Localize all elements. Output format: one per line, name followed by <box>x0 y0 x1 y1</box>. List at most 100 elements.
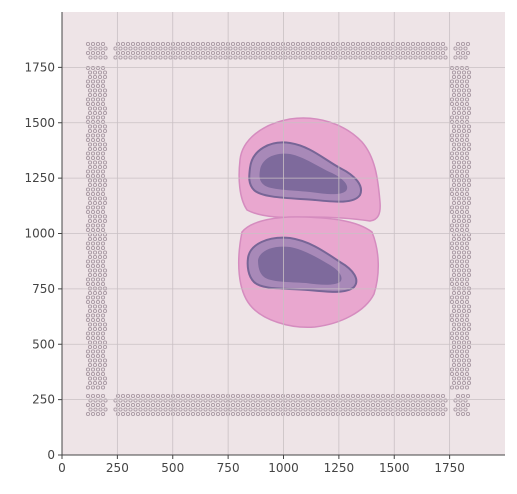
fiducial-spot <box>95 83 101 89</box>
fiducial-spot <box>353 407 358 412</box>
fiducial-spot <box>85 50 91 56</box>
fiducial-spot <box>456 200 462 206</box>
fiducial-spot <box>461 110 467 116</box>
fiducial-spot <box>85 205 91 210</box>
fiducial-spot <box>95 209 101 215</box>
fiducial-spot <box>433 398 438 403</box>
fiducial-spot <box>90 281 96 287</box>
fiducial-spot <box>92 322 98 327</box>
fiducial-spot <box>303 46 308 51</box>
fiducial-spot <box>103 407 108 412</box>
fiducial-spot <box>100 295 106 300</box>
fiducial-spot <box>155 50 161 56</box>
fiducial-spot <box>85 241 91 246</box>
fiducial-spot <box>98 46 103 51</box>
fiducial-spot <box>459 169 465 174</box>
fiducial-spot <box>451 254 457 260</box>
fiducial-spot <box>115 393 121 399</box>
fiducial-spot <box>97 142 103 147</box>
fiducial-spot <box>223 407 228 412</box>
fiducial-spot <box>95 281 101 287</box>
fiducial-spot <box>95 97 101 102</box>
fiducial-spot <box>323 55 328 60</box>
fiducial-spot <box>415 41 421 47</box>
x-tick-label: 1750 <box>434 461 465 475</box>
fiducial-spot <box>375 393 381 399</box>
fiducial-spot <box>87 88 93 93</box>
fiducial-spot <box>100 119 106 125</box>
fiducial-spot <box>120 411 126 417</box>
fiducial-spot <box>160 411 166 417</box>
fiducial-spot <box>435 402 441 408</box>
fiducial-spot <box>353 46 358 51</box>
fiducial-spot <box>102 344 108 350</box>
fiducial-spot <box>454 317 460 323</box>
fiducial-spot <box>173 398 178 403</box>
fiducial-spot <box>90 187 96 192</box>
fiducial-spot <box>461 74 467 80</box>
fiducial-spot <box>280 41 286 47</box>
fiducial-spot <box>358 398 363 403</box>
fiducial-spot <box>275 50 281 56</box>
fiducial-spot <box>97 110 103 116</box>
y-tick-label: 250 <box>32 393 55 407</box>
fiducial-spot <box>92 182 98 188</box>
fiducial-spot <box>103 55 108 60</box>
fiducial-spot <box>280 411 286 417</box>
fiducial-spot <box>456 254 462 260</box>
fiducial-spot <box>240 411 246 417</box>
fiducial-spot <box>466 380 472 386</box>
fiducial-spot <box>385 411 391 417</box>
fiducial-spot <box>145 411 151 417</box>
fiducial-spot <box>208 55 213 60</box>
fiducial-spot <box>87 200 93 206</box>
fiducial-spot <box>305 50 311 56</box>
fiducial-spot <box>466 88 472 93</box>
fiducial-spot <box>97 164 103 170</box>
fiducial-spot <box>420 41 426 47</box>
fiducial-spot <box>461 196 467 201</box>
fiducial-spot <box>180 411 186 417</box>
fiducial-spot <box>243 55 248 60</box>
fiducial-spot <box>100 169 106 174</box>
fiducial-spot <box>138 407 143 412</box>
fiducial-spot <box>92 160 98 165</box>
fiducial-spot <box>100 137 106 143</box>
fiducial-spot <box>449 191 455 197</box>
fiducial-spot <box>118 398 123 403</box>
fiducial-spot <box>440 50 446 56</box>
fiducial-spot <box>140 411 146 417</box>
fiducial-spot <box>97 344 103 350</box>
fiducial-spot <box>464 137 470 143</box>
fiducial-spot <box>464 227 470 233</box>
fiducial-spot <box>370 41 376 47</box>
fiducial-spot <box>464 209 470 215</box>
fiducial-spot <box>425 50 431 56</box>
fiducial-spot <box>400 50 406 56</box>
x-tick-label: 1000 <box>268 461 299 475</box>
fiducial-spot <box>92 380 98 386</box>
fiducial-spot <box>318 55 323 60</box>
fiducial-spot <box>454 259 460 264</box>
fiducial-spot <box>88 46 93 51</box>
fiducial-spot <box>459 371 465 377</box>
fiducial-spot <box>100 50 106 56</box>
fiducial-spot <box>273 46 278 51</box>
fiducial-spot <box>123 407 128 412</box>
fiducial-spot <box>145 41 151 47</box>
fiducial-spot <box>430 393 436 399</box>
fiducial-spot <box>97 128 103 134</box>
fiducial-spot <box>333 46 338 51</box>
fiducial-spot <box>398 55 403 60</box>
fiducial-spot <box>123 46 128 51</box>
fiducial-spot <box>461 92 467 98</box>
fiducial-spot <box>95 263 101 269</box>
fiducial-spot <box>290 50 296 56</box>
fiducial-spot <box>461 106 467 111</box>
fiducial-spot <box>428 55 433 60</box>
fiducial-spot <box>315 50 321 56</box>
fiducial-spot <box>460 393 466 399</box>
fiducial-spot <box>168 46 173 51</box>
fiducial-spot <box>95 223 101 228</box>
fiducial-spot <box>208 46 213 51</box>
